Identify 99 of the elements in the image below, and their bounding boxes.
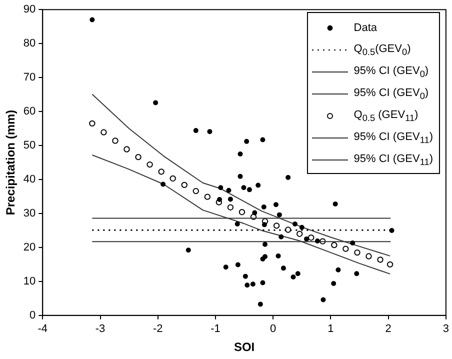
point bbox=[308, 234, 314, 241]
point bbox=[278, 234, 284, 240]
point bbox=[252, 210, 258, 216]
point bbox=[320, 297, 326, 302]
point bbox=[273, 222, 280, 229]
point bbox=[331, 280, 336, 286]
point bbox=[193, 128, 198, 134]
point bbox=[244, 138, 250, 144]
point bbox=[223, 264, 228, 270]
point bbox=[262, 242, 268, 247]
x-tick-label: 3 bbox=[442, 323, 450, 336]
point bbox=[90, 17, 95, 22]
x-tick-label: -2 bbox=[152, 323, 163, 336]
point bbox=[192, 188, 199, 194]
y-tick-label: 20 bbox=[23, 241, 36, 254]
point bbox=[292, 222, 298, 226]
point bbox=[366, 253, 372, 260]
point bbox=[304, 236, 310, 242]
point bbox=[158, 168, 164, 175]
point bbox=[280, 266, 286, 271]
point bbox=[258, 302, 263, 307]
point bbox=[290, 274, 296, 280]
y-tick-label: 0 bbox=[30, 309, 36, 322]
point bbox=[227, 204, 234, 210]
point bbox=[241, 185, 246, 190]
point bbox=[238, 209, 246, 216]
point bbox=[261, 204, 266, 210]
point bbox=[238, 174, 243, 179]
point bbox=[124, 146, 130, 152]
point bbox=[250, 282, 256, 287]
x-tick-label: 1 bbox=[328, 323, 334, 336]
point bbox=[235, 262, 240, 268]
point bbox=[350, 240, 356, 246]
point bbox=[286, 174, 291, 180]
point bbox=[262, 222, 267, 228]
y-tick-label: 40 bbox=[23, 174, 36, 186]
point bbox=[331, 242, 338, 248]
point bbox=[153, 100, 158, 106]
legend-label: Data bbox=[354, 22, 378, 34]
point bbox=[170, 175, 176, 182]
point bbox=[207, 129, 212, 134]
point bbox=[234, 222, 240, 226]
point bbox=[354, 249, 360, 256]
point bbox=[256, 182, 261, 188]
point bbox=[160, 182, 166, 187]
point bbox=[146, 161, 153, 168]
x-tick-label: 2 bbox=[385, 323, 392, 336]
point bbox=[354, 271, 360, 276]
point bbox=[226, 188, 232, 193]
y-tick-label: 60 bbox=[23, 106, 36, 118]
point bbox=[296, 230, 303, 237]
point bbox=[112, 138, 118, 144]
y-tick-label: 70 bbox=[23, 72, 36, 84]
y-tick-label: 90 bbox=[23, 4, 36, 16]
point bbox=[260, 256, 266, 262]
point bbox=[332, 201, 338, 206]
y-tick-label: 80 bbox=[23, 38, 36, 50]
y-tick-label: 30 bbox=[23, 208, 36, 220]
legend-label: 95% CI (GEV$_{11}$) bbox=[354, 130, 433, 146]
point bbox=[273, 202, 278, 208]
point bbox=[217, 197, 222, 202]
point bbox=[244, 282, 250, 288]
point bbox=[276, 253, 281, 258]
point bbox=[260, 280, 266, 286]
point bbox=[386, 261, 394, 268]
point bbox=[276, 212, 282, 218]
point bbox=[299, 224, 304, 230]
x-tick-label: -3 bbox=[95, 323, 106, 336]
point bbox=[314, 238, 320, 244]
point bbox=[238, 152, 243, 157]
point bbox=[186, 248, 191, 253]
x-axis-title: SOI bbox=[234, 340, 255, 354]
point bbox=[336, 267, 341, 272]
y-tick-label: 50 bbox=[23, 140, 36, 152]
point bbox=[242, 274, 248, 279]
point bbox=[218, 185, 224, 190]
y-axis-title: Precipitation (mm) bbox=[4, 110, 18, 216]
legend-label: Q$_{0.5}$(GEV$_{0}$) bbox=[354, 42, 411, 58]
point bbox=[389, 228, 394, 233]
x-tick-label: 0 bbox=[270, 323, 276, 336]
point bbox=[260, 137, 266, 142]
legend-label: 95% CI (GEV$_{11}$) bbox=[354, 152, 433, 168]
point bbox=[377, 256, 384, 263]
legend-label: 95% CI (GEV$_{0}$) bbox=[354, 64, 429, 80]
point bbox=[100, 129, 107, 136]
point bbox=[246, 187, 252, 192]
point bbox=[89, 120, 96, 127]
y-tick-label: 10 bbox=[23, 275, 36, 288]
point bbox=[135, 154, 142, 160]
legend-label: 95% CI (GEV$_{0}$) bbox=[354, 86, 429, 102]
legend-label: Q$_{0.5}$ (GEV$_{11}$) bbox=[354, 108, 418, 124]
point bbox=[284, 226, 292, 233]
x-tick-label: -1 bbox=[210, 323, 220, 336]
point bbox=[181, 182, 188, 188]
point bbox=[342, 246, 349, 252]
point bbox=[204, 194, 211, 200]
point bbox=[228, 196, 233, 202]
point bbox=[295, 271, 300, 276]
x-tick-label: -4 bbox=[38, 323, 48, 336]
